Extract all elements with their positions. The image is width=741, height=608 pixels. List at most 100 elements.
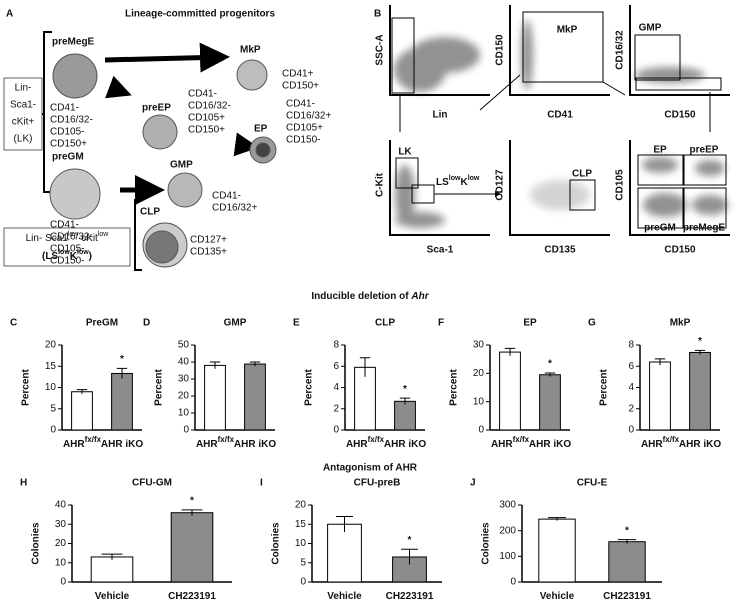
bar bbox=[204, 364, 226, 431]
y-axis-label: CD16/32 bbox=[615, 30, 626, 70]
cell-nucleus bbox=[145, 230, 179, 264]
panel-a-shapes bbox=[3, 31, 259, 271]
marker-text: CD105- bbox=[50, 244, 84, 255]
chart-title: CLP bbox=[375, 318, 395, 329]
y-tick-label: 40 bbox=[55, 500, 67, 511]
error-bar bbox=[547, 517, 567, 521]
bar bbox=[244, 363, 266, 431]
bar bbox=[608, 541, 646, 583]
y-axis-label: CD127 bbox=[495, 169, 506, 201]
gate-label: preMegE bbox=[683, 223, 726, 234]
error-bar bbox=[181, 509, 203, 516]
y-tick-label: 6 bbox=[628, 361, 634, 372]
y-axis-label: Percent bbox=[449, 368, 460, 405]
y-tick-label: 200 bbox=[499, 525, 516, 536]
bar bbox=[649, 361, 671, 431]
error-bar bbox=[694, 349, 706, 355]
chart-title: CFU-GM bbox=[132, 478, 172, 489]
cells bbox=[49, 53, 277, 268]
text-part: AHR iKO bbox=[679, 439, 721, 450]
cell-name: EP bbox=[254, 124, 268, 135]
x-tick-label: AHRfx/fx bbox=[196, 435, 235, 450]
error-bar bbox=[504, 347, 516, 356]
y-tick-label: 20 bbox=[45, 340, 57, 351]
bar bbox=[689, 351, 711, 431]
cell-nucleus bbox=[255, 142, 271, 158]
text-part: CH223191 bbox=[168, 591, 216, 602]
chart-title: CFU-E bbox=[577, 478, 608, 489]
text-part: cKit bbox=[78, 233, 98, 244]
bar bbox=[539, 374, 561, 431]
bar bbox=[90, 556, 134, 583]
bar bbox=[71, 391, 93, 431]
text-part: Vehicle bbox=[95, 591, 130, 602]
y-tick-label: 4 bbox=[333, 382, 339, 393]
panel-letter: J bbox=[470, 478, 476, 489]
superscript: low bbox=[77, 249, 89, 256]
y-axis-label: SSC-A bbox=[375, 34, 386, 65]
error-bar bbox=[401, 548, 418, 565]
panel-letter: D bbox=[143, 318, 150, 329]
marker-text: CD150+ bbox=[188, 125, 225, 136]
y-tick-label: 0 bbox=[333, 425, 339, 436]
cell bbox=[236, 59, 268, 91]
x-tick-label: AHRfx/fx bbox=[346, 435, 385, 450]
text-part: AHR bbox=[641, 439, 663, 450]
y-tick-label: 50 bbox=[178, 340, 190, 351]
x-tick-label: Vehicle bbox=[540, 591, 575, 602]
y-tick-label: 10 bbox=[178, 408, 190, 419]
panel-letter: E bbox=[293, 318, 300, 329]
y-tick-label: 10 bbox=[55, 557, 67, 568]
cell bbox=[167, 172, 203, 208]
marker-text: CD150- bbox=[50, 256, 84, 267]
marker-text: CD105- bbox=[50, 127, 84, 138]
text-part: (LS bbox=[42, 251, 58, 262]
panel-title: Lineage-committed progenitors bbox=[125, 9, 275, 20]
y-tick-label: 8 bbox=[333, 340, 339, 351]
error-bar bbox=[209, 361, 221, 369]
panel-letter: B bbox=[374, 9, 381, 20]
label: cKit+ bbox=[12, 117, 35, 128]
marker-text: CD41- bbox=[286, 99, 315, 110]
y-tick-label: 100 bbox=[499, 551, 516, 562]
cell-name: preGM bbox=[52, 152, 84, 163]
x-axis-label: CD135 bbox=[544, 245, 576, 256]
text-part: Lin- Sca1 bbox=[26, 233, 69, 244]
y-tick-label: 0 bbox=[50, 425, 56, 436]
y-tick-label: 8 bbox=[628, 340, 634, 351]
y-tick-label: 300 bbox=[499, 500, 516, 511]
gate-label: CLP bbox=[572, 169, 592, 180]
marker-text: CD150+ bbox=[50, 139, 87, 150]
marker-text: CD105+ bbox=[188, 113, 225, 124]
cell bbox=[52, 53, 98, 99]
marker-text: CD16/32+ bbox=[286, 111, 331, 122]
bar bbox=[327, 523, 362, 583]
label: Lin- bbox=[15, 83, 32, 94]
marker-text: CD41- bbox=[50, 103, 79, 114]
text-part: CH223191 bbox=[603, 591, 651, 602]
rich-label: (LSlowKlow) bbox=[42, 249, 92, 262]
y-tick-label: 5 bbox=[50, 403, 56, 414]
text-part: AHR bbox=[63, 439, 85, 450]
superscript: low bbox=[98, 231, 109, 238]
rich-label: Lin- Sca1low cKitlow bbox=[26, 231, 110, 244]
y-axis-label: Percent bbox=[154, 368, 165, 405]
y-tick-label: 20 bbox=[295, 500, 307, 511]
significance-star: * bbox=[120, 354, 124, 365]
x-axis-label: Lin bbox=[433, 110, 448, 121]
y-axis-label: Percent bbox=[21, 368, 32, 405]
marker-text: CD105+ bbox=[286, 123, 323, 134]
significance-star: * bbox=[625, 525, 629, 536]
superscript: fx/fx bbox=[218, 435, 235, 444]
significance-star: * bbox=[190, 495, 194, 506]
x-tick-label: Vehicle bbox=[327, 591, 362, 602]
gate-label: LSlowKlow bbox=[436, 175, 480, 188]
y-axis-label: Colonies bbox=[271, 522, 282, 565]
text-part: K bbox=[460, 177, 468, 188]
panel-letter: G bbox=[588, 318, 596, 329]
x-tick-label: CH223191 bbox=[168, 591, 216, 602]
text-part: Ahr bbox=[410, 291, 429, 302]
x-tick-label: AHRfx/fx bbox=[491, 435, 530, 450]
y-tick-label: 0 bbox=[183, 425, 189, 436]
